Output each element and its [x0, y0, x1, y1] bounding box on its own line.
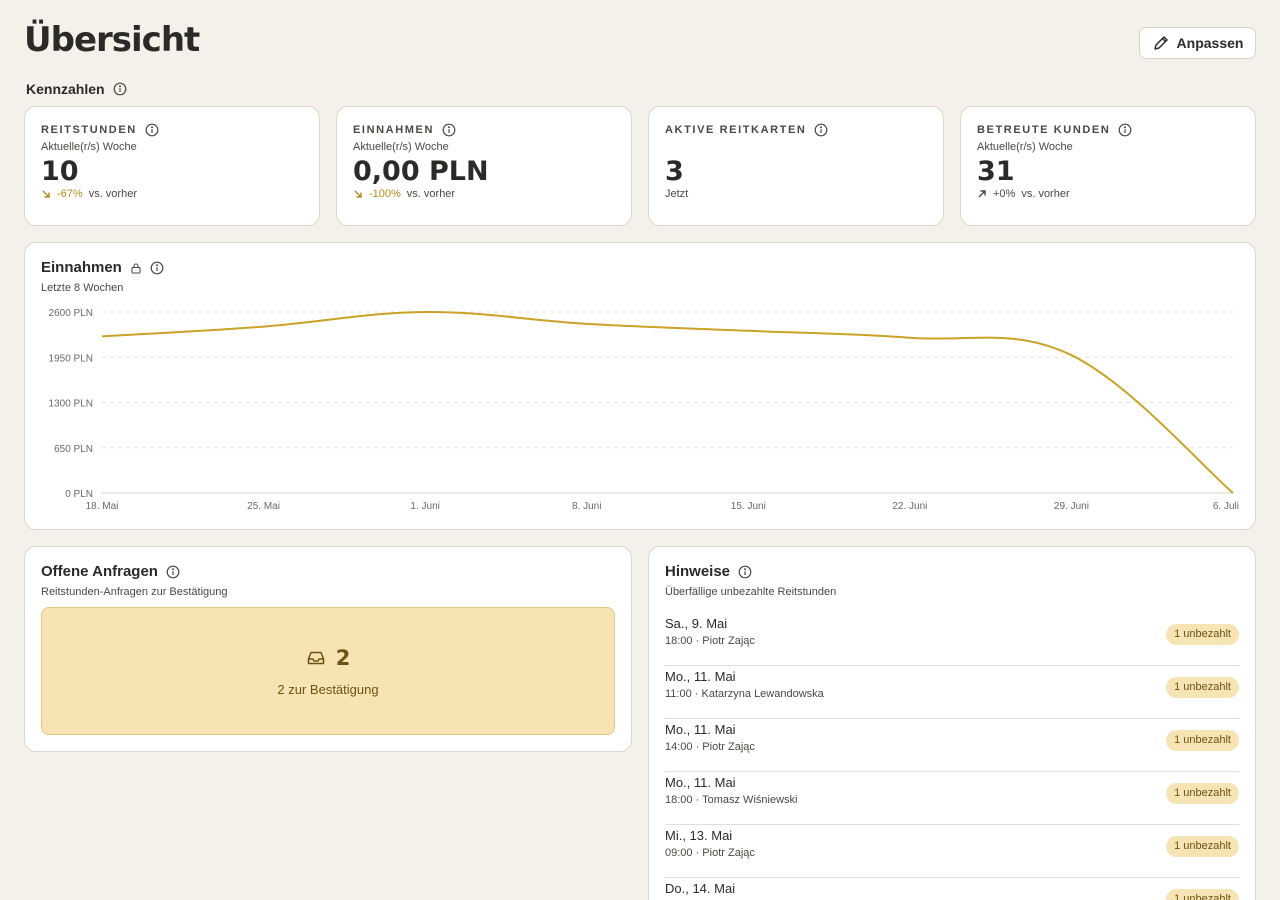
kpi-change-value: -100%: [369, 188, 401, 200]
y-tick-label: 0 PLN: [65, 489, 93, 500]
kpi-subtitle: Aktuelle(r/s) Woche: [41, 141, 137, 153]
x-tick-label: 6. Juli: [1213, 501, 1239, 512]
kpi-title: EINNAHMEN: [353, 123, 615, 137]
note-date: Sa., 9. Mai: [665, 616, 728, 631]
info-icon[interactable]: [113, 82, 127, 96]
kpi-section-title: Kennzahlen: [26, 81, 105, 97]
notes-card: Hinweise Überfällige unbezahlte Reitstun…: [648, 546, 1256, 900]
list-item[interactable]: Mo., 11. Mai 18:00 · Tomasz Wiśniewski 1…: [665, 772, 1239, 825]
notes-subtitle: Überfällige unbezahlte Reitstunden: [665, 586, 837, 598]
unpaid-badge: 1 unbezahlt: [1166, 730, 1239, 751]
info-icon[interactable]: [145, 123, 159, 137]
page-title: Übersicht: [24, 20, 200, 60]
x-tick-label: 18. Mai: [86, 501, 119, 512]
unpaid-badge: 1 unbezahlt: [1166, 783, 1239, 804]
kpi-subtitle: Aktuelle(r/s) Woche: [353, 141, 449, 153]
note-meta: 11:00 · Katarzyna Lewandowska: [665, 688, 824, 700]
chart-subtitle: Letzte 8 Wochen: [41, 282, 124, 294]
kpi-title: REITSTUNDEN: [41, 123, 303, 137]
info-icon[interactable]: [814, 123, 828, 137]
customize-button[interactable]: Anpassen: [1139, 27, 1256, 59]
kpi-change: -100% vs. vorher: [353, 188, 615, 200]
info-icon[interactable]: [150, 261, 164, 275]
kpi-card-lessons: REITSTUNDEN Aktuelle(r/s) Woche 10 -67% …: [24, 106, 320, 226]
kpi-section-label: Kennzahlen: [26, 81, 127, 97]
kpi-subtitle: Aktuelle(r/s) Woche: [977, 141, 1073, 153]
kpi-change-value: -67%: [57, 188, 83, 200]
note-date: Mo., 11. Mai: [665, 775, 736, 790]
customize-label: Anpassen: [1176, 35, 1244, 51]
inbox-icon: [306, 648, 326, 668]
note-date: Mo., 11. Mai: [665, 722, 736, 737]
kpi-change: -67% vs. vorher: [41, 188, 303, 200]
kpi-change-suffix: vs. vorher: [406, 188, 456, 200]
info-icon[interactable]: [442, 123, 456, 137]
kpi-title: BETREUTE KUNDEN: [977, 123, 1239, 137]
notes-title: Hinweise: [665, 563, 836, 580]
kpi-change: +0% vs. vorher: [977, 188, 1239, 200]
kpi-value: 31: [977, 156, 1015, 187]
list-item[interactable]: Mo., 11. Mai 14:00 · Piotr Zając 1 unbez…: [665, 719, 1239, 772]
kpi-title: AKTIVE REITKARTEN: [665, 123, 927, 137]
kpi-subtitle: [665, 141, 927, 154]
kpi-change: Jetzt: [665, 188, 927, 200]
note-meta: 14:00 · Piotr Zając: [665, 741, 755, 753]
x-tick-label: 29. Juni: [1054, 501, 1089, 512]
kpi-change-suffix: vs. vorher: [1021, 188, 1070, 200]
note-meta: 18:00 · Piotr Zając: [665, 635, 755, 647]
revenue-chart-card: Einnahmen Letzte 8 Wochen 0 PLN 650 PLN 13…: [24, 242, 1256, 530]
note-meta: 18:00 · Tomasz Wiśniewski: [665, 794, 798, 806]
kpi-card-revenue: EINNAHMEN Aktuelle(r/s) Woche 0,00 PLN -…: [336, 106, 632, 226]
revenue-line-chart: 0 PLN 650 PLN 1300 PLN 1950 PLN 2600 PLN 18. …: [49, 308, 1239, 512]
pending-requests-box[interactable]: 2 2 zur Bestätigung: [41, 607, 615, 735]
x-tick-label: 22. Juni: [892, 501, 927, 512]
trend-down-icon: [41, 189, 51, 199]
kpi-change-suffix: vs. vorher: [88, 188, 137, 200]
notes-list: Sa., 9. Mai 18:00 · Piotr Zając 1 unbeza…: [665, 613, 1239, 900]
note-date: Mo., 11. Mai: [665, 669, 736, 684]
requests-subtitle: Reitstunden-Anfragen zur Bestätigung: [41, 586, 228, 598]
list-item[interactable]: Sa., 9. Mai 18:00 · Piotr Zając 1 unbeza…: [665, 613, 1239, 666]
open-requests-card: Offene Anfragen Reitstunden-Anfragen zur…: [24, 546, 632, 752]
revenue-series-line: [101, 310, 1234, 494]
y-tick-label: 650 PLN: [54, 444, 93, 455]
kpi-value: 3: [665, 156, 684, 187]
note-meta: 09:00 · Piotr Zając: [665, 847, 755, 859]
info-icon[interactable]: [166, 565, 180, 579]
info-icon[interactable]: [738, 565, 752, 579]
list-item[interactable]: Mi., 13. Mai 09:00 · Piotr Zając 1 unbez…: [665, 825, 1239, 878]
lock-icon: [130, 262, 142, 274]
kpi-value: 10: [41, 156, 79, 187]
chart-title: Einnahmen: [41, 259, 164, 276]
y-tick-label: 1300 PLN: [49, 399, 93, 410]
x-tick-label: 8. Juni: [572, 501, 601, 512]
trend-down-icon: [353, 189, 363, 199]
kpi-card-clients: BETREUTE KUNDEN Aktuelle(r/s) Woche 31 +…: [960, 106, 1256, 226]
list-item[interactable]: Mo., 11. Mai 11:00 · Katarzyna Lewandows…: [665, 666, 1239, 719]
note-date: Mi., 13. Mai: [665, 828, 733, 843]
y-tick-label: 2600 PLN: [49, 308, 93, 319]
kpi-value: 0,00 PLN: [353, 156, 489, 187]
trend-up-icon: [977, 189, 987, 199]
unpaid-badge: 1 unbezahlt: [1166, 624, 1239, 645]
kpi-change-value: +0%: [993, 188, 1016, 200]
requests-title: Offene Anfragen: [41, 563, 228, 580]
x-tick-label: 25. Mai: [247, 501, 280, 512]
unpaid-badge: 1 unbezahlt: [1166, 677, 1239, 698]
kpi-card-active-cards: AKTIVE REITKARTEN 3 Jetzt: [648, 106, 944, 226]
list-item[interactable]: Do., 14. Mai 1 unbezahlt: [665, 878, 1239, 900]
x-tick-label: 1. Juni: [410, 501, 439, 512]
unpaid-badge: 1 unbezahlt: [1166, 889, 1239, 900]
note-date: Do., 14. Mai: [665, 881, 736, 896]
kpi-change-suffix: Jetzt: [665, 188, 689, 200]
x-tick-label: 15. Juni: [731, 501, 766, 512]
pencil-icon: [1152, 34, 1170, 52]
requests-label: 2 zur Bestätigung: [277, 681, 379, 697]
info-icon[interactable]: [1118, 123, 1132, 137]
unpaid-badge: 1 unbezahlt: [1166, 836, 1239, 857]
y-tick-label: 1950 PLN: [49, 353, 93, 364]
requests-count: 2: [335, 645, 351, 670]
